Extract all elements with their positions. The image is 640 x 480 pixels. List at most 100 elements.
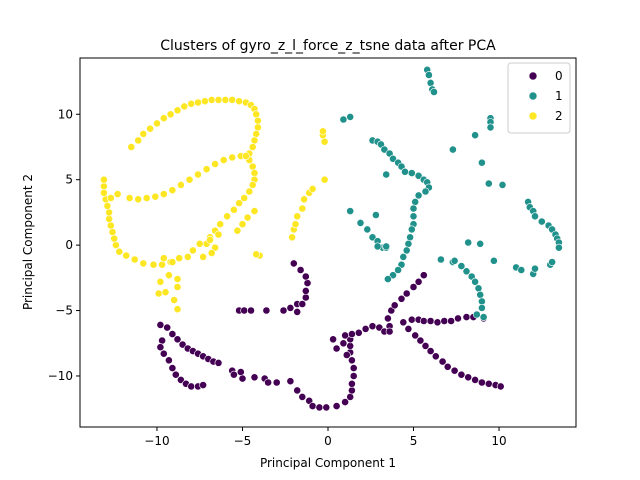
- data-point-cluster-0: [399, 318, 408, 327]
- data-point-cluster-1: [476, 239, 485, 248]
- data-point-cluster-1: [548, 258, 556, 266]
- data-point-cluster-2: [199, 252, 207, 261]
- data-point-cluster-0: [332, 402, 341, 410]
- data-point-cluster-2: [250, 136, 259, 145]
- data-point-cluster-2: [253, 123, 262, 132]
- data-point-cluster-0: [368, 322, 377, 331]
- data-point-cluster-1: [489, 256, 498, 265]
- data-point-cluster-1: [414, 191, 423, 200]
- data-point-cluster-1: [436, 255, 445, 264]
- data-point-cluster-0: [289, 259, 298, 268]
- data-point-cluster-0: [416, 336, 425, 345]
- data-point-cluster-1: [409, 204, 418, 213]
- data-point-cluster-0: [346, 341, 355, 350]
- data-point-cluster-1: [448, 145, 457, 154]
- data-point-cluster-2: [180, 102, 189, 111]
- data-point-cluster-1: [414, 171, 423, 180]
- data-point-cluster-1: [409, 212, 418, 221]
- data-point-cluster-2: [211, 160, 219, 168]
- data-point-cluster-0: [454, 314, 462, 323]
- data-point-cluster-2: [125, 194, 134, 202]
- data-point-cluster-2: [146, 124, 154, 133]
- data-point-cluster-0: [173, 335, 182, 344]
- data-point-cluster-2: [293, 212, 302, 221]
- data-point-cluster-2: [252, 250, 261, 259]
- y-tick-label: 5: [65, 173, 73, 187]
- data-point-cluster-2: [139, 259, 148, 268]
- data-point-cluster-0: [414, 277, 423, 286]
- data-point-cluster-1: [424, 71, 433, 79]
- data-point-cluster-1: [474, 284, 483, 293]
- legend-label-2: 2: [555, 109, 563, 123]
- data-point-cluster-2: [110, 234, 119, 243]
- x-tick-label: 5: [410, 434, 418, 448]
- legend-frame: [507, 62, 571, 134]
- data-point-cluster-2: [153, 119, 161, 128]
- data-point-cluster-1: [339, 115, 348, 124]
- data-point-cluster-1: [531, 264, 539, 273]
- data-point-cluster-1: [363, 225, 372, 234]
- data-point-cluster-1: [471, 277, 479, 286]
- data-point-cluster-0: [347, 379, 356, 388]
- data-point-cluster-2: [164, 271, 173, 280]
- legend-label-1: 1: [555, 89, 563, 103]
- legend-marker-2: [528, 111, 538, 121]
- data-point-cluster-1: [402, 246, 411, 255]
- data-point-cluster-2: [115, 247, 124, 256]
- data-point-cluster-0: [315, 403, 324, 412]
- data-point-cluster-1: [382, 170, 391, 179]
- data-point-cluster-2: [291, 220, 300, 229]
- data-point-cluster-0: [349, 364, 358, 372]
- data-point-cluster-2: [106, 194, 115, 202]
- data-point-cluster-1: [555, 243, 563, 252]
- data-point-cluster-1: [426, 79, 435, 87]
- data-point-cluster-2: [194, 98, 202, 107]
- data-point-cluster-0: [397, 294, 406, 303]
- data-point-cluster-0: [361, 324, 370, 333]
- data-point-cluster-1: [477, 303, 486, 312]
- data-point-cluster-0: [346, 392, 355, 401]
- data-point-cluster-1: [401, 167, 409, 176]
- data-point-cluster-0: [426, 347, 435, 355]
- data-point-cluster-2: [142, 194, 151, 202]
- data-point-cluster-0: [286, 377, 295, 386]
- data-point-cluster-2: [229, 205, 238, 214]
- data-point-cluster-0: [341, 398, 349, 406]
- data-point-cluster-2: [154, 289, 163, 298]
- y-tick-label: 0: [65, 238, 73, 252]
- data-point-cluster-1: [368, 233, 377, 242]
- data-point-cluster-0: [301, 293, 310, 302]
- data-point-cluster-0: [250, 373, 259, 382]
- data-point-cluster-0: [347, 330, 356, 338]
- data-point-cluster-2: [105, 214, 113, 223]
- data-point-cluster-0: [264, 378, 272, 387]
- legend-marker-0: [528, 71, 538, 81]
- data-point-cluster-1: [421, 187, 430, 196]
- legend: 0 1 2: [507, 62, 571, 134]
- y-tick-label: −10: [48, 369, 73, 383]
- data-point-cluster-0: [156, 320, 165, 329]
- data-point-cluster-1: [457, 262, 466, 270]
- data-point-cluster-2: [248, 143, 257, 151]
- data-point-cluster-2: [161, 288, 170, 297]
- data-point-cluster-0: [404, 324, 413, 333]
- data-point-cluster-2: [134, 136, 143, 145]
- data-point-cluster-0: [457, 370, 466, 379]
- data-point-cluster-0: [199, 381, 207, 389]
- data-point-cluster-1: [407, 225, 416, 234]
- data-point-cluster-2: [241, 152, 250, 160]
- data-point-cluster-0: [301, 286, 310, 295]
- data-point-cluster-2: [214, 96, 223, 104]
- data-point-cluster-2: [202, 165, 211, 174]
- data-point-cluster-0: [301, 272, 310, 281]
- data-point-cluster-0: [426, 317, 435, 325]
- data-point-cluster-2: [250, 207, 259, 215]
- data-point-cluster-2: [159, 114, 168, 123]
- data-point-cluster-1: [430, 88, 438, 96]
- data-point-cluster-2: [156, 277, 165, 286]
- data-point-cluster-0: [450, 366, 459, 375]
- y-axis-label: Principal Component 2: [21, 174, 35, 310]
- data-point-cluster-0: [298, 392, 307, 401]
- data-point-cluster-2: [248, 162, 257, 171]
